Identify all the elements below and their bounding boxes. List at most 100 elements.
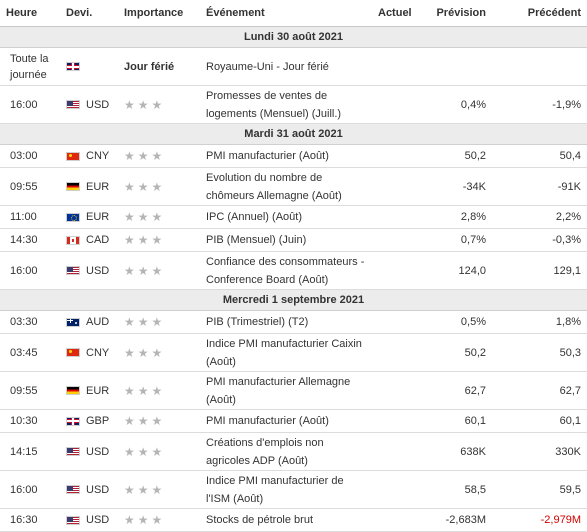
gb-flag-icon bbox=[66, 62, 80, 72]
event-forecast: 124,0 bbox=[420, 251, 492, 290]
event-name[interactable]: Promesses de ventes de logements (Mensue… bbox=[200, 85, 372, 124]
event-actual bbox=[372, 47, 420, 86]
event-currency-cell: USD bbox=[60, 251, 118, 290]
event-row[interactable]: 16:30 USD ★★★ Stocks de pétrole brut -2,683M… bbox=[0, 508, 587, 532]
event-currency: AUD bbox=[86, 316, 110, 328]
header-time[interactable]: Heure bbox=[0, 0, 60, 27]
de-flag-icon bbox=[66, 386, 80, 396]
us-flag-icon bbox=[66, 100, 80, 110]
event-currency: USD bbox=[86, 445, 110, 458]
header-actual[interactable]: Actuel bbox=[372, 0, 420, 27]
us-flag-icon bbox=[66, 515, 80, 525]
event-time: 03:30 bbox=[0, 310, 60, 334]
event-time: 03:45 bbox=[0, 333, 60, 372]
event-actual bbox=[372, 409, 420, 433]
event-row[interactable]: 03:00 CNY ★★★ PMI manufacturier (Août) 50,2 5… bbox=[0, 144, 587, 168]
event-name[interactable]: IPC (Annuel) (Août) bbox=[200, 205, 372, 229]
event-currency-cell: CAD bbox=[60, 228, 118, 252]
event-row[interactable]: 09:55 EUR ★★★ Evolution du nombre de chômeu… bbox=[0, 167, 587, 206]
event-time: 09:55 bbox=[0, 371, 60, 410]
event-name[interactable]: Confiance des consommateurs - Conference… bbox=[200, 251, 372, 290]
event-currency: USD bbox=[86, 483, 110, 496]
eu-flag-icon bbox=[66, 212, 80, 222]
event-actual bbox=[372, 333, 420, 372]
event-actual bbox=[372, 432, 420, 471]
event-forecast bbox=[420, 47, 492, 86]
event-currency-cell: GBP bbox=[60, 409, 118, 433]
event-row[interactable]: 14:30 CAD ★★★ PIB (Mensuel) (Juin) 0,7% -0,3% bbox=[0, 228, 587, 252]
event-forecast: 50,2 bbox=[420, 333, 492, 372]
event-forecast: 0,5% bbox=[420, 310, 492, 334]
day-label: Lundi 30 août 2021 bbox=[0, 26, 587, 48]
event-currency-cell: USD bbox=[60, 470, 118, 509]
event-row[interactable]: 10:30 GBP ★★★ PMI manufacturier (Août) 60,1 6… bbox=[0, 409, 587, 433]
event-previous: 330K bbox=[492, 432, 587, 471]
event-actual bbox=[372, 85, 420, 124]
event-name[interactable]: PIB (Trimestriel) (T2) bbox=[200, 310, 372, 334]
event-name[interactable]: Stocks de pétrole brut bbox=[200, 508, 372, 532]
event-time: 10:30 bbox=[0, 409, 60, 433]
event-previous: -0,3% bbox=[492, 228, 587, 252]
header-forecast[interactable]: Prévision bbox=[420, 0, 492, 27]
day-label: Mardi 31 août 2021 bbox=[0, 123, 587, 145]
event-row[interactable]: 16:00 USD ★★★ Promesses de ventes de logeme… bbox=[0, 85, 587, 124]
event-currency-cell: USD bbox=[60, 508, 118, 532]
event-time: 14:15 bbox=[0, 432, 60, 471]
gb-flag-icon bbox=[66, 416, 80, 426]
header-importance[interactable]: Importance bbox=[118, 0, 200, 27]
event-actual bbox=[372, 508, 420, 532]
event-forecast: -2,683M bbox=[420, 508, 492, 532]
event-time: 09:55 bbox=[0, 167, 60, 206]
event-forecast: 60,1 bbox=[420, 409, 492, 433]
event-forecast: 58,5 bbox=[420, 470, 492, 509]
event-currency-cell bbox=[60, 47, 118, 86]
event-currency-cell: USD bbox=[60, 85, 118, 124]
header-previous[interactable]: Précédent bbox=[492, 0, 587, 27]
event-currency: CNY bbox=[86, 150, 110, 162]
importance-stars-icon: ★★★ bbox=[118, 432, 200, 471]
event-row[interactable]: 03:45 CNY ★★★ Indice PMI manufacturier Caix… bbox=[0, 333, 587, 372]
event-row[interactable]: 11:00 EUR ★★★ IPC (Annuel) (Août) 2,8% 2,2% bbox=[0, 205, 587, 229]
event-name[interactable]: PMI manufacturier (Août) bbox=[200, 144, 372, 168]
event-previous: 129,1 bbox=[492, 251, 587, 290]
event-row[interactable]: 16:00 USD ★★★ Indice PMI manufacturier de l… bbox=[0, 470, 587, 509]
event-currency-cell: EUR bbox=[60, 371, 118, 410]
de-flag-icon bbox=[66, 182, 80, 192]
importance-stars-icon: ★★★ bbox=[118, 333, 200, 372]
au-flag-icon bbox=[66, 317, 80, 327]
event-forecast: 50,2 bbox=[420, 144, 492, 168]
event-previous: 62,7 bbox=[492, 371, 587, 410]
event-time: 16:30 bbox=[0, 508, 60, 532]
event-name[interactable]: Evolution du nombre de chômeurs Allemagn… bbox=[200, 167, 372, 206]
event-currency: CNY bbox=[86, 346, 110, 359]
event-actual bbox=[372, 251, 420, 290]
event-row[interactable]: Toute la journée Jour férié Royaume-Uni - … bbox=[0, 47, 587, 86]
event-row[interactable]: 03:30 AUD ★★★ PIB (Trimestriel) (T2) 0,5% 1,8… bbox=[0, 310, 587, 334]
event-name[interactable]: PMI manufacturier Allemagne (Août) bbox=[200, 371, 372, 410]
event-currency-cell: AUD bbox=[60, 310, 118, 334]
holiday-label: Jour férié bbox=[118, 47, 200, 86]
event-name[interactable]: Royaume-Uni - Jour férié bbox=[200, 47, 372, 86]
event-previous: 50,4 bbox=[492, 144, 587, 168]
event-forecast: 0,7% bbox=[420, 228, 492, 252]
importance-stars-icon: ★★★ bbox=[118, 205, 200, 229]
header-event[interactable]: Événement bbox=[200, 0, 372, 27]
importance-stars-icon: ★★★ bbox=[118, 409, 200, 433]
header-currency[interactable]: Devi. bbox=[60, 0, 118, 27]
importance-stars-icon: ★★★ bbox=[118, 228, 200, 252]
importance-stars-icon: ★★★ bbox=[118, 371, 200, 410]
event-actual bbox=[372, 205, 420, 229]
event-name[interactable]: Indice PMI manufacturier de l'ISM (Août) bbox=[200, 470, 372, 509]
cn-flag-icon bbox=[66, 151, 80, 161]
event-forecast: 62,7 bbox=[420, 371, 492, 410]
event-currency-cell: CNY bbox=[60, 144, 118, 168]
event-row[interactable]: 09:55 EUR ★★★ PMI manufacturier Allemagne (… bbox=[0, 371, 587, 410]
event-name[interactable]: PIB (Mensuel) (Juin) bbox=[200, 228, 372, 252]
event-row[interactable]: 16:00 USD ★★★ Confiance des consommateurs -… bbox=[0, 251, 587, 290]
event-row[interactable]: 14:15 USD ★★★ Créations d'emplois non agric… bbox=[0, 432, 587, 471]
event-previous: 59,5 bbox=[492, 470, 587, 509]
event-name[interactable]: Créations d'emplois non agricoles ADP (A… bbox=[200, 432, 372, 471]
event-name[interactable]: Indice PMI manufacturier Caixin (Août) bbox=[200, 333, 372, 372]
event-forecast: -34K bbox=[420, 167, 492, 206]
event-name[interactable]: PMI manufacturier (Août) bbox=[200, 409, 372, 433]
